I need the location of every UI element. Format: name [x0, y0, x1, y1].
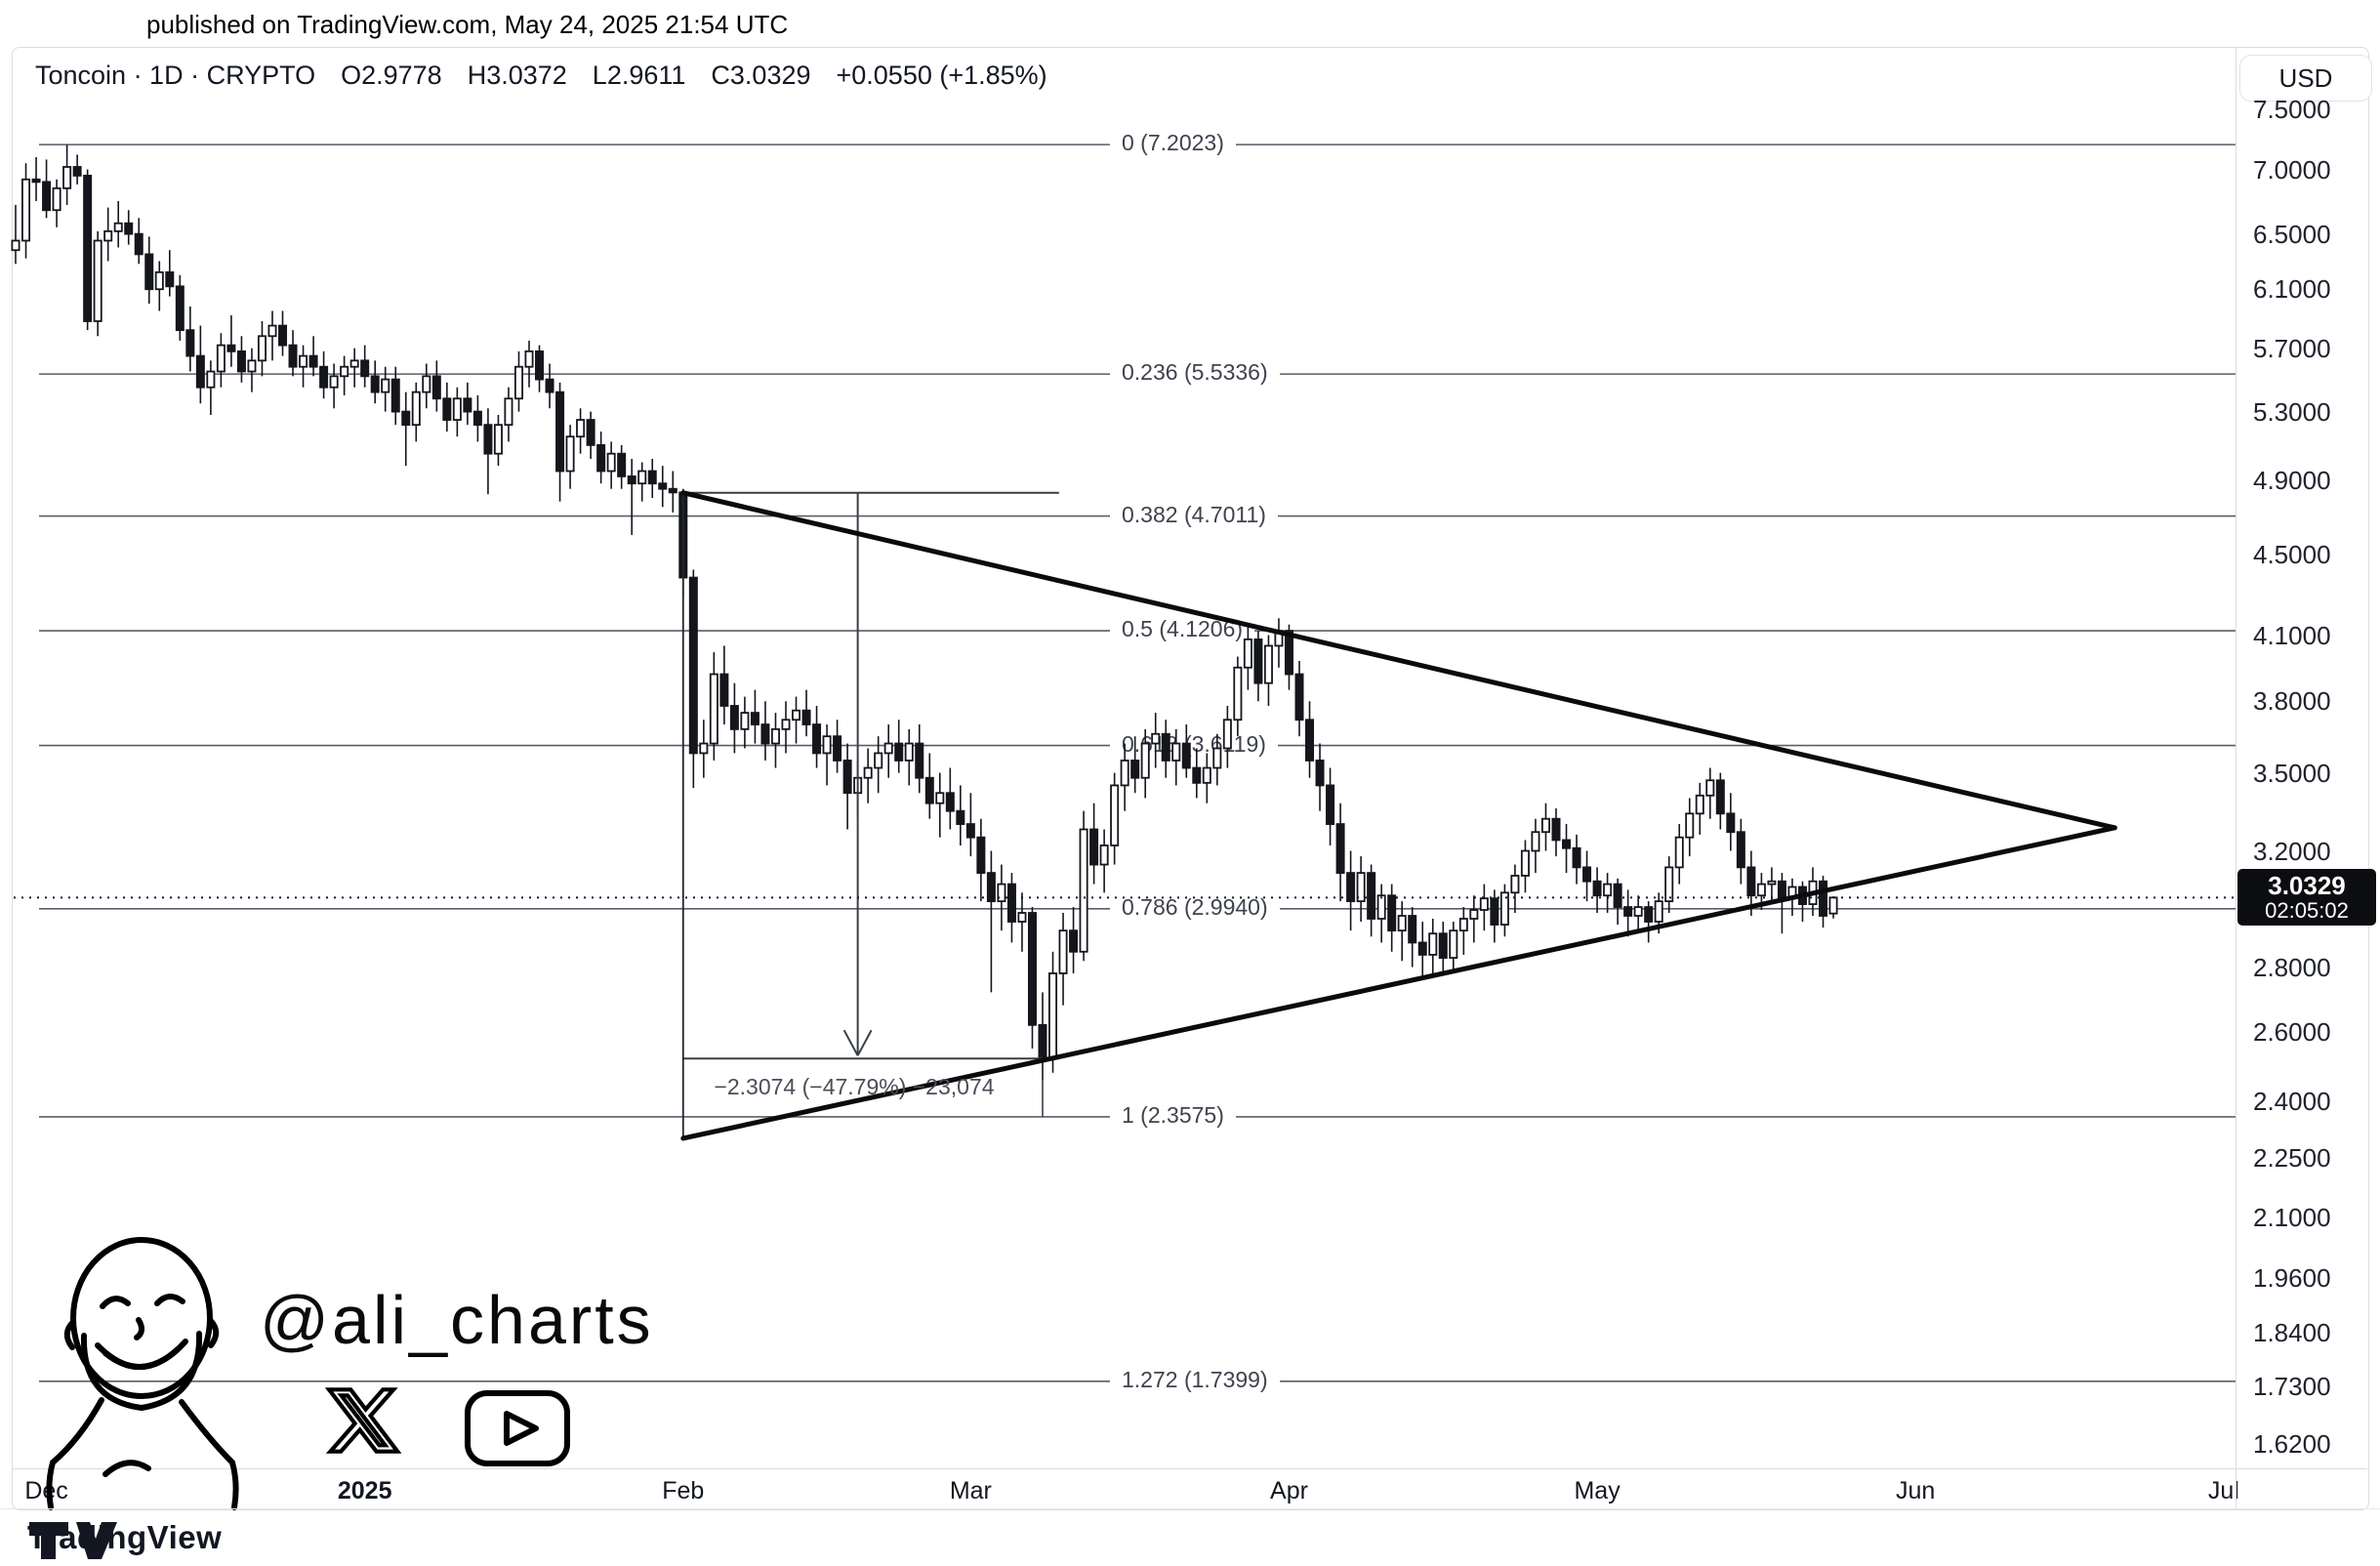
shoulder-left: [46, 1397, 104, 1510]
price-tick: 2.8000: [2253, 952, 2331, 982]
author-handle: @ali_charts: [260, 1282, 654, 1358]
price-range-label: −2.3074 (−47.79%) −23,074: [714, 1074, 995, 1099]
shoulder-right: [179, 1399, 239, 1510]
price-tick: 1.8400: [2253, 1317, 2331, 1347]
time-tick-Jul: Jul: [2207, 1477, 2239, 1504]
time-tick-Jun: Jun: [1896, 1477, 1936, 1504]
avatar: [46, 1237, 239, 1510]
eye-right: [154, 1294, 185, 1306]
price-tick: 7.0000: [2253, 154, 2331, 185]
price-tick: 6.5000: [2253, 219, 2331, 249]
youtube-icon[interactable]: [463, 1388, 572, 1468]
ohlc-low: L2.9611: [592, 61, 686, 90]
price-tick: 1.9600: [2253, 1262, 2331, 1293]
time-tick-2025: 2025: [337, 1477, 392, 1504]
time-tick-Apr: Apr: [1270, 1477, 1308, 1504]
ear-right: [207, 1317, 220, 1348]
time-tick-Mar: Mar: [949, 1477, 992, 1504]
price-tick: 1.6200: [2253, 1428, 2331, 1459]
last-price-value: 3.0329: [2268, 871, 2346, 901]
fib-label-1.272: 1.272 (1.7399): [1110, 1365, 1280, 1394]
symbol-title: Toncoin · 1D · CRYPTO: [35, 61, 316, 90]
currency-button[interactable]: USD: [2239, 55, 2372, 102]
nose: [134, 1317, 144, 1340]
time-axis-separator: [13, 1468, 2367, 1469]
chart-panel: [12, 47, 2369, 1510]
fib-label-0.5: 0.5 (4.1206): [1110, 615, 1255, 644]
footer-separator: [0, 1508, 2380, 1509]
smile-inner: [103, 1346, 181, 1370]
bar-countdown: 02:05:02: [2265, 898, 2349, 924]
collar: [103, 1460, 151, 1477]
price-tick: 7.5000: [2253, 95, 2331, 124]
fib-label-0.236: 0.236 (5.5336): [1110, 358, 1280, 388]
tradingview-logo[interactable]: TradingView: [27, 1519, 222, 1559]
symbol-header: Toncoin · 1D · CRYPTO O2.9778 H3.0372 L2.96…: [35, 61, 1073, 91]
price-tick: 2.2500: [2253, 1142, 2331, 1173]
tradingview-mark: [29, 1522, 117, 1559]
ear-left: [63, 1319, 76, 1350]
price-tick: 3.8000: [2253, 686, 2331, 717]
fib-label-1: 1 (2.3575): [1110, 1100, 1236, 1130]
price-tick: 5.7000: [2253, 333, 2331, 363]
x-icon[interactable]: [322, 1382, 404, 1459]
price-tick: 3.2000: [2253, 836, 2331, 866]
price-tick: 6.1000: [2253, 274, 2331, 305]
price-tick: 3.5000: [2253, 758, 2331, 788]
time-tick-May: May: [1574, 1477, 1621, 1504]
beard: [80, 1331, 203, 1412]
last-price-badge: 3.0329 02:05:02: [2237, 869, 2376, 927]
price-tick: 4.9000: [2253, 465, 2331, 495]
price-tick: 4.5000: [2253, 539, 2331, 569]
price-tick: 1.7300: [2253, 1371, 2331, 1401]
eye-left: [100, 1296, 131, 1309]
ohlc-high: H3.0372: [467, 61, 567, 90]
price-tick: 2.6000: [2253, 1016, 2331, 1047]
fib-label-0.382: 0.382 (4.7011): [1110, 500, 1278, 529]
ohlc-close: C3.0329: [711, 61, 811, 90]
time-tick-Feb: Feb: [662, 1477, 705, 1504]
price-tick: 2.1000: [2253, 1203, 2331, 1233]
price-tick: 5.3000: [2253, 396, 2331, 427]
published-caption: published on TradingView.com, May 24, 20…: [146, 10, 789, 39]
price-tick: 4.1000: [2253, 620, 2331, 650]
ohlc-change: +0.0550 (+1.85%): [836, 61, 1047, 90]
price-tick: 2.4000: [2253, 1087, 2331, 1117]
fib-label-0: 0 (7.2023): [1110, 129, 1236, 158]
ohlc-open: O2.9778: [341, 61, 442, 90]
